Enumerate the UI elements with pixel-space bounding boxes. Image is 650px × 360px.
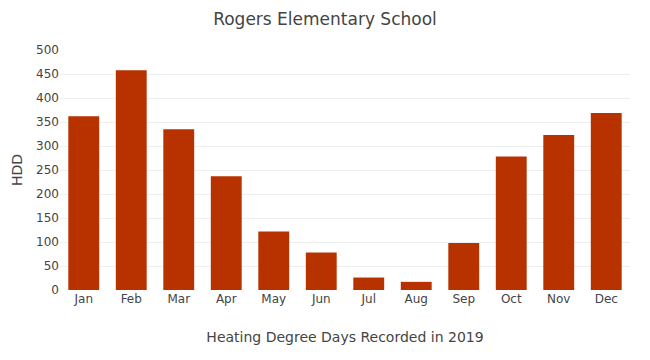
svg-text:Jun: Jun (311, 292, 331, 306)
svg-text:Nov: Nov (547, 292, 570, 306)
svg-text:HDD: HDD (9, 154, 25, 186)
svg-text:Jan: Jan (74, 292, 94, 306)
svg-text:Oct: Oct (501, 292, 522, 306)
svg-text:500: 500 (36, 43, 59, 57)
svg-text:Feb: Feb (121, 292, 142, 306)
svg-text:100: 100 (36, 235, 59, 249)
svg-text:300: 300 (36, 139, 59, 153)
svg-text:150: 150 (36, 211, 59, 225)
svg-text:400: 400 (36, 91, 59, 105)
svg-text:250: 250 (36, 163, 59, 177)
svg-text:Sep: Sep (452, 292, 475, 306)
svg-text:May: May (261, 292, 286, 306)
svg-text:50: 50 (44, 259, 59, 273)
svg-text:0: 0 (51, 283, 59, 297)
svg-text:Heating Degree Days Recorded i: Heating Degree Days Recorded in 2019 (206, 329, 483, 345)
svg-text:Jul: Jul (361, 292, 376, 306)
svg-text:Aug: Aug (405, 292, 428, 306)
svg-text:Rogers Elementary School: Rogers Elementary School (213, 9, 437, 29)
svg-text:Apr: Apr (216, 292, 237, 306)
svg-text:Mar: Mar (167, 292, 190, 306)
svg-text:350: 350 (36, 115, 59, 129)
svg-text:450: 450 (36, 67, 59, 81)
svg-text:200: 200 (36, 187, 59, 201)
svg-text:Dec: Dec (595, 292, 618, 306)
